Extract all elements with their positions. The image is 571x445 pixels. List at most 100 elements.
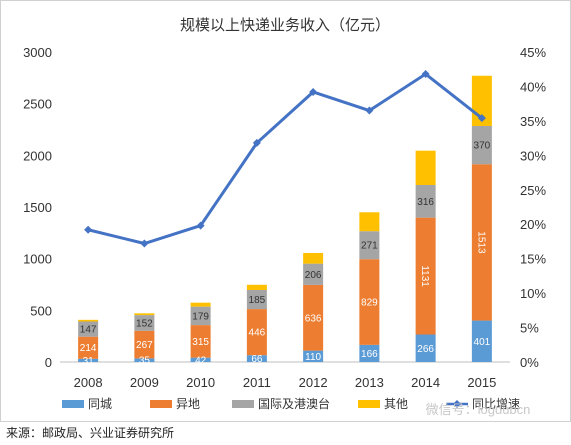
bar-segment-label: 271: [361, 241, 378, 252]
bar-segment-label: 315: [192, 337, 209, 348]
y-tick-label: 2500: [23, 97, 52, 112]
bar-segment: [471, 320, 492, 362]
bar-segment: [415, 334, 436, 362]
growth-point: [309, 87, 318, 96]
y-tick-label: 500: [30, 303, 52, 318]
x-tick-label: 2014: [411, 375, 440, 390]
legend-swatch: [62, 400, 84, 408]
bar-segment-label: 110: [305, 352, 321, 363]
x-tick-label: 2010: [186, 375, 215, 390]
bar-segment-label: 266: [417, 344, 434, 355]
bar-segment-label: 446: [249, 328, 266, 339]
bar-segment-label: 66: [251, 354, 263, 365]
legend-swatch: [358, 400, 380, 408]
x-tick-label: 2008: [74, 375, 103, 390]
bar-segment: [246, 284, 267, 290]
y-tick-label: 3000: [23, 45, 52, 60]
bar-segment: [78, 321, 99, 337]
bar-segment: [134, 358, 155, 362]
legend-swatch: [232, 400, 254, 408]
bar-segment-label: 636: [305, 313, 322, 324]
bar-segment: [471, 125, 492, 165]
bar-segment: [78, 336, 99, 359]
growth-rate-line: [87, 72, 483, 246]
bar-segment: [359, 212, 380, 232]
legend-label: 其他: [384, 397, 408, 411]
growth-point: [252, 138, 261, 147]
bar-segment: [303, 284, 324, 351]
bar-segment: [190, 325, 211, 358]
growth-point: [84, 225, 93, 234]
growth-point: [196, 221, 205, 230]
bar-segment: [134, 315, 155, 331]
bar-segment: [78, 319, 99, 322]
legend: 同城 异地 国际及港澳台 其他 同比增速: [62, 396, 520, 411]
legend-item: 国际及港澳台: [232, 396, 330, 411]
y2-tick-label: 25%: [520, 183, 546, 198]
bar-segment: [359, 344, 380, 362]
bar-segment: [246, 289, 267, 310]
bar-segment-label: 370: [474, 141, 491, 152]
growth-point: [477, 114, 486, 123]
bar-segment: [415, 150, 436, 185]
growth-point: [365, 106, 374, 115]
bar-segment-label: 147: [80, 325, 97, 336]
bar-segment-label: 206: [305, 270, 322, 281]
bar-segment: [190, 357, 211, 362]
bar-segment: [415, 217, 436, 335]
legend-label: 异地: [176, 397, 200, 411]
x-tick-label: 2012: [299, 375, 328, 390]
y2-tick-label: 30%: [520, 148, 546, 163]
x-tick-label: 2009: [130, 375, 159, 390]
y2-tick-label: 0%: [520, 355, 539, 370]
x-tick-label: 2013: [355, 375, 384, 390]
bar-segment-label: 267: [136, 340, 153, 351]
bar-segment: [303, 263, 324, 285]
bar-segment-label: 1131: [419, 265, 430, 287]
bar-segment: [246, 355, 267, 362]
bar-segment-label: 152: [136, 318, 153, 329]
y2-tick-label: 10%: [520, 286, 546, 301]
source-note: 来源：邮政局、兴业证券研究所: [6, 425, 174, 440]
bar-segment: [303, 350, 324, 362]
bar-segment-label: 214: [80, 343, 97, 354]
bar-segment: [359, 259, 380, 345]
growth-point: [421, 70, 430, 79]
legend-item: 同比增速: [446, 397, 520, 411]
legend-swatch: [150, 400, 172, 408]
y2-tick-label: 15%: [520, 252, 546, 267]
legend-item: 同城: [62, 397, 112, 411]
legend-item: 其他: [358, 397, 408, 411]
bar-segment-label: 1513: [475, 231, 486, 254]
legend-label: 同比增速: [472, 397, 520, 411]
y-tick-label: 2000: [23, 148, 52, 163]
bar-segment-label: 31: [83, 356, 95, 367]
y2-tick-label: 40%: [520, 79, 546, 94]
y-tick-label: 1500: [23, 200, 52, 215]
bar-segment: [359, 231, 380, 260]
right-axis-ticks: 0% 5% 10% 15% 20% 25% 30% 35% 40% 45%: [520, 45, 546, 370]
bar-segment: [190, 302, 211, 307]
bar-segment-label: 185: [249, 295, 266, 306]
y2-tick-label: 20%: [520, 217, 546, 232]
bar-segment-label: 35: [139, 356, 151, 367]
segment-labels: 31 214 147 35 267 152 42 315 179 66 446 185 110 636 20…: [80, 141, 491, 367]
legend-label: 国际及港澳台: [258, 396, 330, 411]
legend-item: 异地: [150, 397, 200, 411]
x-tick-label: 2015: [467, 375, 496, 390]
bar-segment: [246, 309, 267, 356]
legend-marker: [453, 400, 461, 408]
bar-segment: [415, 184, 436, 218]
x-axis-ticks: 2008 2009 2010 2011 2012 2013 2014 2015: [74, 375, 497, 390]
growth-point: [140, 239, 149, 248]
bar-segment: [471, 164, 492, 321]
watermark: 微信号：logdubcn: [426, 402, 531, 417]
y2-tick-label: 45%: [520, 45, 546, 60]
y-tick-label: 1000: [23, 252, 52, 267]
bar-segment-label: 179: [192, 311, 209, 322]
bar-segment-label: 42: [195, 355, 207, 366]
x-tick-label: 2011: [243, 375, 271, 390]
chart-title: 规模以上快递业务收入（亿元）: [180, 17, 390, 34]
